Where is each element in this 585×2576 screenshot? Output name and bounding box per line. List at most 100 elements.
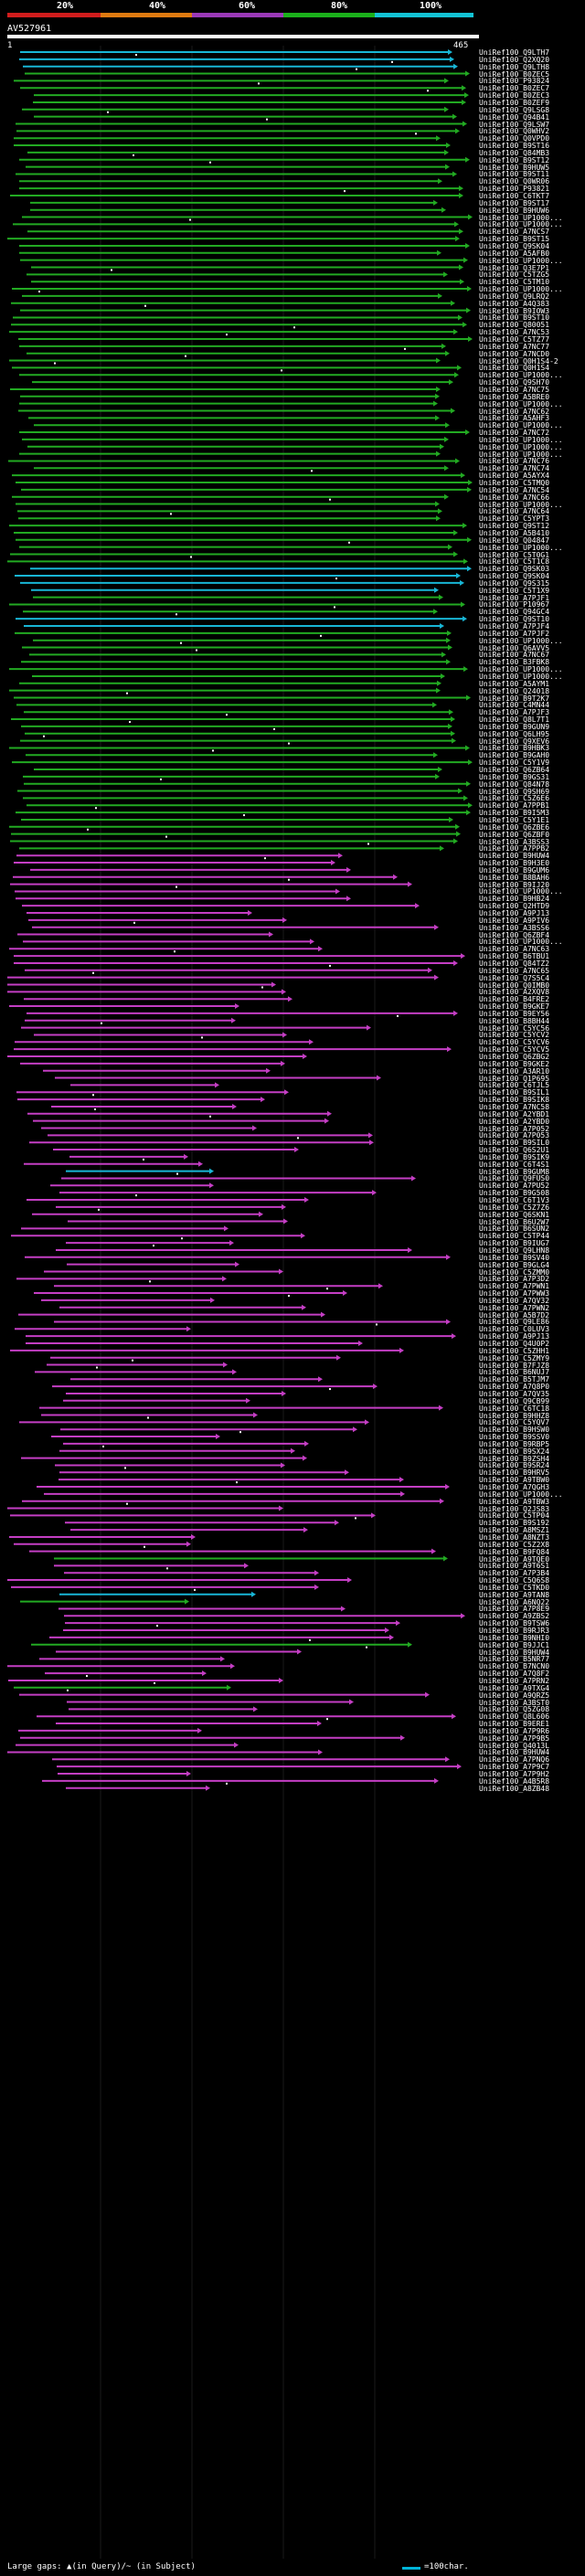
hit-name[interactable]: UniRef100_C5YCV6: [479, 1038, 550, 1047]
hit-name[interactable]: UniRef100_A9PJ13: [479, 909, 550, 917]
hit-name[interactable]: UniRef100_A3BST0: [479, 1698, 550, 1707]
hit-name[interactable]: UniRef100_A8NZT3: [479, 1532, 550, 1542]
hit-name[interactable]: UniRef100_A9TBW3: [479, 1497, 550, 1506]
hit-name[interactable]: UniRef100_A7Q8P0: [479, 1383, 550, 1392]
hit-name[interactable]: UniRef100_Q8L606: [479, 1712, 550, 1722]
hit-name[interactable]: UniRef100_A7NC67: [479, 651, 550, 660]
hit-name[interactable]: UniRef100_Q9FUS0: [479, 1174, 550, 1183]
hit-name[interactable]: UniRef100_Q9ST10: [479, 615, 550, 624]
hit-name[interactable]: UniRef100_B7FJZ8: [479, 1361, 550, 1370]
hit-name[interactable]: UniRef100_A7NC65: [479, 966, 550, 975]
hit-name[interactable]: UniRef100_Q9XEV6: [479, 737, 550, 746]
hit-name[interactable]: UniRef100_B9ST12: [479, 155, 550, 164]
hit-name[interactable]: UniRef100_Q0WR06: [479, 177, 550, 186]
hit-name[interactable]: UniRef100_A3AR10: [479, 1066, 550, 1076]
hit-name[interactable]: UniRef100_B9SIK8: [479, 1096, 550, 1105]
hit-name[interactable]: UniRef100_UP1000...: [479, 421, 563, 430]
hit-name[interactable]: UniRef100_Q9SH69: [479, 787, 550, 796]
hit-name[interactable]: UniRef100_A7Q8F2: [479, 1670, 550, 1679]
hit-name[interactable]: UniRef100_B9HUW4: [479, 1748, 550, 1757]
hit-name[interactable]: UniRef100_Q6S2U1: [479, 1146, 550, 1155]
hit-name[interactable]: UniRef100_B9HUW5: [479, 163, 550, 172]
hit-name[interactable]: UniRef100_A7P9H2: [479, 1770, 550, 1778]
hit-name[interactable]: UniRef100_B9FQ84: [479, 1547, 550, 1556]
hit-name[interactable]: UniRef100_C5Z7Z6: [479, 1203, 550, 1212]
hit-name[interactable]: UniRef100_A8ZB48: [479, 1784, 550, 1793]
hit-name[interactable]: UniRef100_Q9SK04: [479, 241, 550, 250]
hit-name[interactable]: UniRef100_UP1000...: [479, 256, 563, 265]
hit-name[interactable]: UniRef100_B9G508: [479, 1189, 550, 1198]
hit-name[interactable]: UniRef100_B9RJR3: [479, 1627, 550, 1635]
hit-name[interactable]: UniRef100_Q9S315: [479, 578, 550, 588]
hit-name[interactable]: UniRef100_A2YBD0: [479, 1117, 550, 1126]
hit-name[interactable]: UniRef100_Q0VPD0: [479, 134, 550, 143]
hit-name[interactable]: UniRef100_UP1000...: [479, 435, 563, 444]
hit-name[interactable]: UniRef100_A7NC74: [479, 464, 550, 473]
hit-name[interactable]: UniRef100_C6T1V3: [479, 1196, 550, 1204]
hit-name[interactable]: UniRef100_A7NCS7: [479, 228, 550, 237]
hit-name[interactable]: UniRef100_B9HRV5: [479, 1468, 550, 1478]
hit-name[interactable]: UniRef100_P93821: [479, 185, 550, 194]
hit-name[interactable]: UniRef100_B0ZEC5: [479, 69, 550, 79]
hit-name[interactable]: UniRef100_A7NC63: [479, 945, 550, 954]
hit-name[interactable]: UniRef100_Q9CB99: [479, 1396, 550, 1405]
hit-name[interactable]: UniRef100_Q0WHV2: [479, 127, 550, 136]
hit-name[interactable]: UniRef100_A7PU52: [479, 1182, 550, 1191]
hit-name[interactable]: UniRef100_A5B7D2: [479, 1310, 550, 1320]
hit-name[interactable]: UniRef100_P93824: [479, 77, 550, 86]
hit-name[interactable]: UniRef100_A5AFB0: [479, 249, 550, 258]
hit-name[interactable]: UniRef100_A9TQE0: [479, 1554, 550, 1564]
hit-name[interactable]: UniRef100_C6TC18: [479, 1404, 550, 1413]
hit-name[interactable]: UniRef100_Q0H1S4: [479, 364, 550, 373]
hit-name[interactable]: UniRef100_B9SR24: [479, 1461, 550, 1470]
hit-name[interactable]: UniRef100_A3BSS3: [479, 837, 550, 846]
hit-name[interactable]: UniRef100_C5T1C8: [479, 557, 550, 567]
hit-name[interactable]: UniRef100_A7NC58: [479, 1102, 550, 1111]
hit-name[interactable]: UniRef100_Q3E7P1: [479, 263, 550, 272]
hit-name[interactable]: UniRef100_B0ZEC3: [479, 91, 550, 101]
hit-name[interactable]: UniRef100_Q84MB3: [479, 148, 550, 157]
hit-name[interactable]: UniRef100_Q24018: [479, 686, 550, 695]
hit-name[interactable]: UniRef100_A2YBD1: [479, 1109, 550, 1118]
hit-name[interactable]: UniRef100_A7NC66: [479, 493, 550, 502]
hit-name[interactable]: UniRef100_B9SIK9: [479, 1152, 550, 1161]
hit-name[interactable]: UniRef100_A2XQV8: [479, 988, 550, 997]
hit-name[interactable]: UniRef100_C5Y1E1: [479, 815, 550, 824]
hit-name[interactable]: UniRef100_Q9LE86: [479, 1318, 550, 1327]
hit-name[interactable]: UniRef100_UP1000...: [479, 543, 563, 552]
hit-name[interactable]: UniRef100_B7NCN0: [479, 1662, 550, 1671]
hit-name[interactable]: UniRef100_B9HBK3: [479, 744, 550, 753]
hit-name[interactable]: UniRef100_A7NC75: [479, 385, 550, 394]
hit-name[interactable]: UniRef100_B9H3E0: [479, 859, 550, 868]
hit-name[interactable]: UniRef100_Q2HTD9: [479, 902, 550, 911]
hit-name[interactable]: UniRef100_C5TMQ0: [479, 479, 550, 487]
hit-name[interactable]: UniRef100_A7PWW3: [479, 1289, 550, 1299]
hit-name[interactable]: UniRef100_B9S192: [479, 1519, 550, 1528]
hit-name[interactable]: UniRef100_C5Q6S8: [479, 1576, 550, 1585]
hit-name[interactable]: UniRef100_B9IUG7: [479, 1239, 550, 1248]
hit-name[interactable]: UniRef100_B6SUN2: [479, 1224, 550, 1234]
hit-name[interactable]: UniRef100_Q6ZB64: [479, 766, 550, 774]
hit-name[interactable]: UniRef100_C5YQV7: [479, 1418, 550, 1427]
hit-name[interactable]: UniRef100_C6T4S1: [479, 1160, 550, 1169]
hit-name[interactable]: UniRef100_B9SV40: [479, 1253, 550, 1262]
hit-name[interactable]: UniRef100_A9TXG4: [479, 1683, 550, 1692]
hit-name[interactable]: UniRef100_B6NUJ7: [479, 1368, 550, 1377]
hit-name[interactable]: UniRef100_A7PWN2: [479, 1303, 550, 1312]
hit-name[interactable]: UniRef100_B9HUW6: [479, 206, 550, 215]
hit-name[interactable]: UniRef100_B0ZEF9: [479, 98, 550, 107]
hit-name[interactable]: UniRef100_A7PPB2: [479, 844, 550, 853]
hit-name[interactable]: UniRef100_C5TP44: [479, 1232, 550, 1241]
hit-name[interactable]: UniRef100_Q6LH95: [479, 729, 550, 738]
hit-name[interactable]: UniRef100_A7NC54: [479, 485, 550, 494]
hit-name[interactable]: UniRef100_A7NC76: [479, 457, 550, 466]
hit-name[interactable]: UniRef100_A4B5R8: [479, 1776, 550, 1786]
hit-name[interactable]: UniRef100_B9ZSH4: [479, 1454, 550, 1463]
hit-name[interactable]: UniRef100_A5B410: [479, 528, 550, 537]
hit-name[interactable]: UniRef100_B9GUM6: [479, 865, 550, 875]
hit-name[interactable]: UniRef100_Q6AVV5: [479, 643, 550, 652]
hit-name[interactable]: UniRef100_Q94B41: [479, 112, 550, 122]
hit-name[interactable]: UniRef100_B9GUM8: [479, 1167, 550, 1176]
hit-name[interactable]: UniRef100_A7P9C7: [479, 1763, 550, 1772]
hit-name[interactable]: UniRef100_A7NC53: [479, 328, 550, 337]
